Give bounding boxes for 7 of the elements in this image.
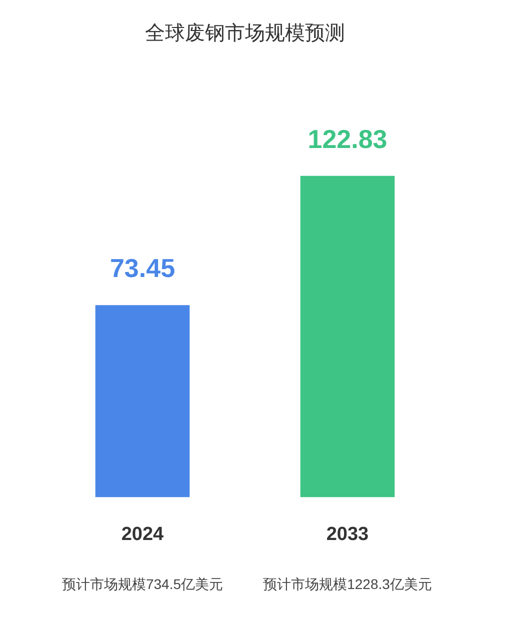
- chart-title: 全球废钢市场规模预测: [145, 22, 345, 45]
- data-label: 122.83: [308, 124, 388, 154]
- text: 预计市场规模1228.3亿美元: [263, 576, 432, 592]
- text: 预计市场规模734.5亿美元: [62, 576, 224, 592]
- x-tick-label: 2024: [121, 524, 164, 545]
- data-label: 73.45: [110, 253, 176, 284]
- x-tick-label: 2033: [326, 524, 369, 545]
